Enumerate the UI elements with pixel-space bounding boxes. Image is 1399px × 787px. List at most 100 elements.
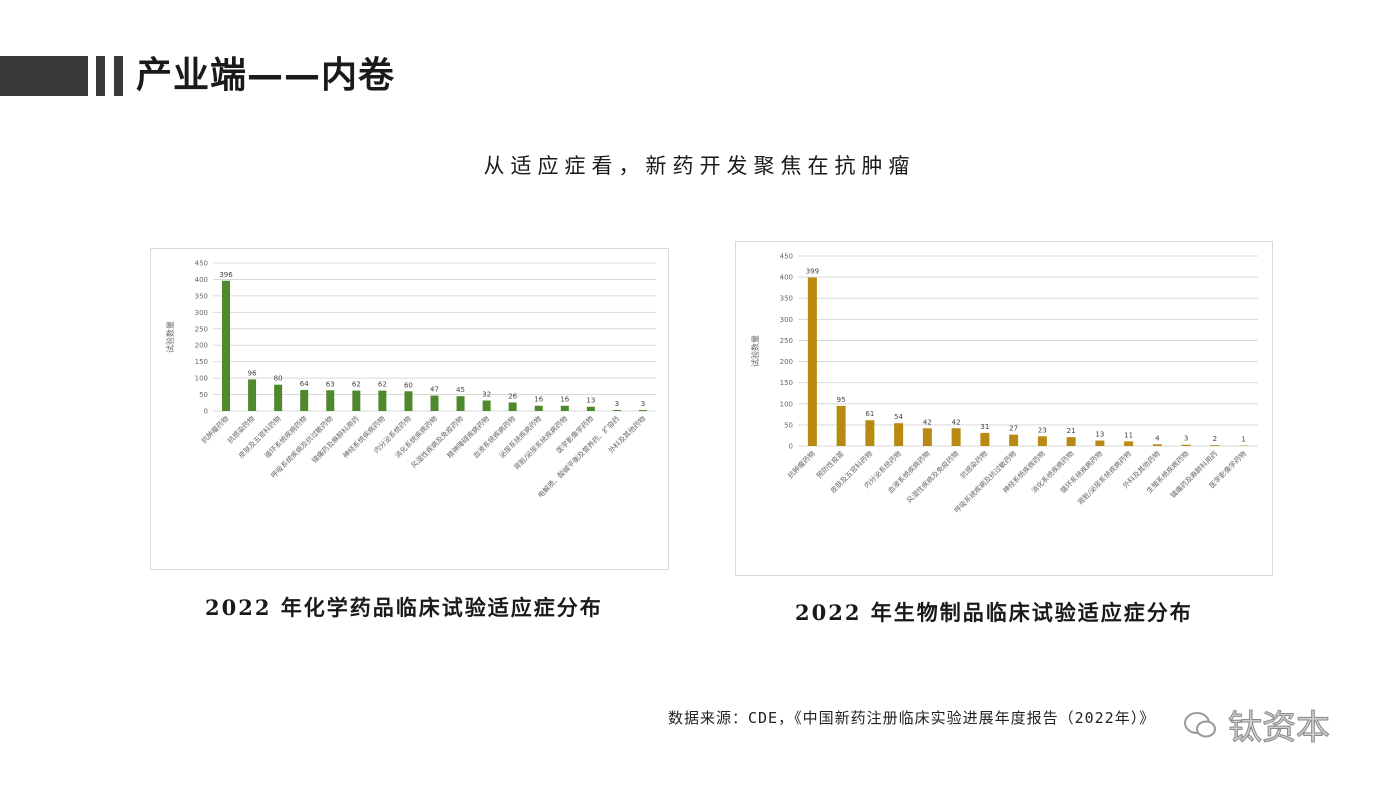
data-label: 16 — [534, 396, 543, 404]
y-tick-label: 200 — [780, 358, 793, 366]
bar — [807, 277, 817, 446]
bar — [894, 423, 904, 446]
bar — [560, 405, 569, 411]
data-label: 23 — [1038, 426, 1047, 434]
bar — [378, 390, 387, 411]
bar — [248, 379, 257, 411]
data-label: 32 — [482, 390, 491, 398]
data-label: 62 — [352, 381, 361, 389]
bar — [1181, 444, 1191, 446]
bar — [404, 391, 413, 411]
bar — [1095, 440, 1105, 446]
bar — [1152, 444, 1162, 446]
data-source-note: 数据来源：CDE，《中国新药注册临床实验进展年度报告（2022年）》 — [668, 709, 1156, 727]
chemical-drug-chart: 0 50 100 150 200 250 300 350 400 450 试验数量 396 96 80 64… — [150, 248, 669, 570]
bar — [1009, 434, 1019, 446]
data-label: 96 — [248, 369, 257, 377]
data-label: 3 — [1184, 435, 1188, 443]
bar — [222, 280, 231, 411]
data-label: 2 — [1213, 435, 1217, 443]
y-tick-label: 450 — [780, 253, 793, 261]
data-label: 3 — [615, 400, 619, 408]
watermark-text: 钛资本 — [1228, 708, 1331, 749]
bar — [612, 410, 621, 411]
y-tick-label: 450 — [195, 260, 208, 268]
data-label: 45 — [456, 386, 465, 394]
bar — [482, 400, 491, 411]
bar — [922, 428, 932, 446]
bar — [326, 390, 335, 411]
biologic-chart: 0 50 100 150 200 250 300 350 400 450 试验数量 399 95 61 54… — [735, 241, 1273, 576]
data-label: 64 — [300, 380, 309, 388]
bar — [300, 389, 309, 411]
data-label: 399 — [806, 268, 819, 276]
header-decor-bar — [0, 56, 88, 96]
bar — [980, 432, 990, 446]
y-axis-label: 试验数量 — [750, 335, 760, 367]
data-label: 54 — [894, 413, 903, 421]
header-decor-stripe — [114, 56, 123, 96]
data-label: 27 — [1009, 425, 1018, 433]
x-tick-label: 抗肿瘤药物 — [786, 449, 817, 480]
y-tick-label: 0 — [204, 408, 208, 416]
data-label: 13 — [1095, 431, 1104, 439]
chemical-drug-chart-svg: 0 50 100 150 200 250 300 350 400 450 试验数量 396 96 80 64… — [165, 260, 656, 500]
data-label: 1 — [1241, 436, 1245, 444]
bar — [274, 384, 283, 411]
chemical-drug-chart-caption: 2022 年化学药品临床试验适应症分布 — [205, 595, 603, 620]
data-label: 61 — [865, 410, 874, 418]
y-tick-label: 0 — [789, 443, 793, 451]
y-tick-label: 350 — [195, 292, 208, 300]
bar — [352, 390, 361, 411]
y-tick-label: 150 — [195, 358, 208, 366]
slide-subtitle: 从适应症看，新药开发聚焦在抗肿瘤 — [483, 154, 916, 178]
data-label: 95 — [837, 396, 846, 404]
y-tick-label: 150 — [780, 379, 793, 387]
data-label: 47 — [430, 386, 439, 394]
x-tick-label: 风湿性疾病及免疫药物 — [905, 449, 961, 505]
data-label: 396 — [219, 271, 233, 279]
data-label: 3 — [641, 400, 645, 408]
data-label: 16 — [560, 396, 569, 404]
data-label: 4 — [1155, 434, 1160, 442]
bar — [1210, 445, 1220, 446]
y-tick-label: 250 — [195, 325, 208, 333]
data-label: 42 — [923, 418, 932, 426]
data-label: 31 — [980, 423, 989, 431]
y-tick-label: 400 — [195, 276, 208, 284]
x-tick-label: 抗感染药物 — [958, 449, 989, 480]
data-label: 26 — [508, 392, 517, 400]
y-tick-label: 350 — [780, 295, 793, 303]
x-tick-label: 镇痛药及麻醉科用药 — [1168, 449, 1219, 500]
bar — [951, 428, 961, 446]
y-tick-label: 50 — [784, 421, 793, 429]
data-label: 11 — [1124, 431, 1133, 439]
x-tick-label: 风湿性疾病及免疫药物 — [409, 414, 465, 470]
data-label: 42 — [952, 418, 961, 426]
y-tick-label: 300 — [780, 316, 793, 324]
data-label: 62 — [378, 381, 387, 389]
y-tick-label: 50 — [199, 391, 208, 399]
bar — [865, 420, 875, 446]
y-tick-label: 200 — [195, 342, 208, 350]
data-label: 13 — [586, 397, 595, 405]
bar — [456, 396, 465, 411]
data-label: 63 — [326, 380, 335, 388]
page-title: 产业端——内卷 — [136, 55, 396, 96]
x-tick-label: 肾脏/泌尿系统疾病药物 — [1076, 449, 1134, 507]
y-tick-label: 100 — [780, 400, 793, 408]
y-axis-label: 试验数量 — [165, 321, 175, 353]
y-tick-label: 300 — [195, 309, 208, 317]
data-label: 21 — [1067, 427, 1076, 435]
header-decor-stripe — [96, 56, 105, 96]
bar — [586, 406, 595, 411]
watermark-chat-icon — [1184, 712, 1216, 738]
bar — [1124, 441, 1134, 446]
bar — [430, 395, 439, 411]
bar — [836, 405, 846, 446]
x-tick-label: 镇痛药及麻醉科用药 — [310, 414, 361, 465]
y-tick-label: 400 — [780, 274, 793, 282]
y-tick-label: 250 — [780, 337, 793, 345]
bar — [1066, 437, 1076, 446]
y-tick-label: 100 — [195, 375, 208, 383]
